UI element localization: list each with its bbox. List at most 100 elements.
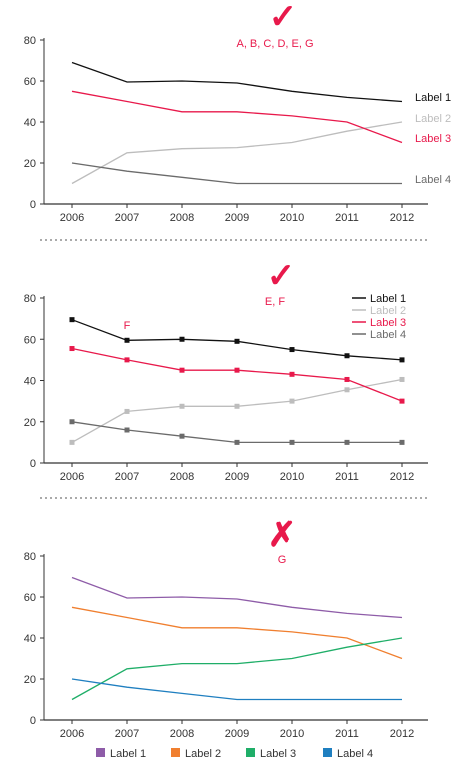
x-tick-label: 2006 [60,471,84,483]
legend-label-2: Label 2 [370,305,406,317]
data-point [344,387,350,393]
y-tick-label: 40 [24,376,36,388]
series-label-4: Label 4 [415,174,451,186]
x-tick-label: 2009 [225,471,249,483]
check-icon: ✓ [267,257,296,295]
data-point [399,439,405,445]
series-line-4 [71,678,402,701]
check-icon: ✓ [269,0,298,36]
legend-label-3: Label 3 [370,317,406,329]
y-tick-label: 0 [30,458,36,470]
data-point [399,398,405,404]
legend-label-4: Label 4 [370,329,406,341]
series-line-2 [71,378,403,443]
y-tick-label: 0 [30,199,36,211]
x-tick-label: 2012 [390,471,414,483]
chart-panel-bottom: 0 20 40 60 80 2006 2007 2008 2009 2010 2011 2012 ✗G L… [24,516,428,760]
y-tick-label: 80 [24,293,36,305]
series-line-4 [71,162,402,185]
series-line-1 [71,61,403,103]
data-point [69,439,75,445]
x-tick-label: 2010 [280,212,304,224]
y-tick-label: 40 [24,633,36,645]
data-point [234,367,240,373]
x-tick-label: 2007 [115,212,139,224]
data-point [69,317,75,323]
x-tick-label: 2009 [225,728,249,740]
series-line-2 [71,606,403,660]
legend-label-2: Label 2 [185,748,221,760]
annotation-label: G [278,554,287,566]
y-tick-label: 20 [24,158,36,170]
series-label-2: Label 2 [415,113,451,125]
data-point [124,337,130,343]
data-point [179,433,185,439]
x-tick-label: 2012 [390,212,414,224]
data-point [344,376,350,382]
cross-icon: ✗ [268,516,297,554]
y-tick-label: 80 [24,551,36,563]
chart-panel-middle: 0 20 40 60 80 2006 2007 2008 2009 2010 2011 2012 ✓E,… [24,257,428,483]
legend-label-3: Label 3 [260,748,296,760]
chart-panel-top: 0 20 40 60 80 2006 2007 2008 2009 2010 2011 2012 ✓ A,… [24,0,451,224]
data-point [69,346,75,352]
data-point [234,338,240,344]
legend-label-1: Label 1 [110,748,146,760]
x-tick-label: 2010 [280,471,304,483]
data-point [344,439,350,445]
data-point [289,398,295,404]
y-tick-label: 60 [24,76,36,88]
series-line-1 [71,576,403,619]
series-line-4 [71,421,402,444]
data-point [124,427,130,433]
series-line-3 [71,637,403,701]
series-line-2 [71,121,403,185]
series-label-1: Label 1 [415,92,451,104]
data-point [289,347,295,353]
data-point [344,353,350,359]
legend-label-4: Label 4 [337,748,373,760]
data-point [399,376,405,382]
inline-note: F [124,320,131,332]
data-point [69,419,75,425]
data-point [234,403,240,409]
data-point [124,357,130,363]
data-point [289,439,295,445]
x-tick-label: 2008 [170,728,194,740]
data-point [124,408,130,414]
legend-swatch [246,748,255,757]
data-point [179,403,185,409]
x-tick-label: 2009 [225,212,249,224]
legend-swatch [323,748,332,757]
annotation-label: E, F [265,296,285,308]
y-tick-label: 20 [24,417,36,429]
x-tick-label: 2006 [60,212,84,224]
y-tick-label: 60 [24,334,36,346]
data-point [234,439,240,445]
legend-swatch [171,748,180,757]
data-point [179,336,185,342]
x-tick-label: 2011 [335,212,359,224]
series-line-3 [71,90,403,144]
series-label-3: Label 3 [415,133,451,145]
y-tick-label: 60 [24,592,36,604]
x-tick-label: 2012 [390,728,414,740]
y-tick-label: 0 [30,715,36,727]
y-tick-label: 40 [24,117,36,129]
data-point [399,357,405,363]
x-tick-label: 2007 [115,471,139,483]
x-tick-label: 2006 [60,728,84,740]
legend-label-1: Label 1 [370,293,406,305]
x-tick-label: 2007 [115,728,139,740]
y-tick-label: 80 [24,35,36,47]
annotation-label: A, B, C, D, E, G [236,38,313,50]
x-tick-label: 2008 [170,471,194,483]
y-tick-label: 20 [24,674,36,686]
legend: Label 1 Label 2 Label 3 Label 4 [96,748,373,760]
x-tick-label: 2010 [280,728,304,740]
data-point [179,367,185,373]
data-point [289,371,295,377]
legend-swatch [96,748,105,757]
